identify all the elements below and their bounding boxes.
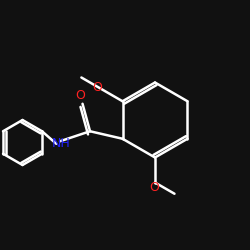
- Text: O: O: [92, 81, 102, 94]
- Text: NH: NH: [52, 137, 71, 150]
- Text: O: O: [149, 181, 159, 194]
- Text: O: O: [75, 88, 85, 102]
